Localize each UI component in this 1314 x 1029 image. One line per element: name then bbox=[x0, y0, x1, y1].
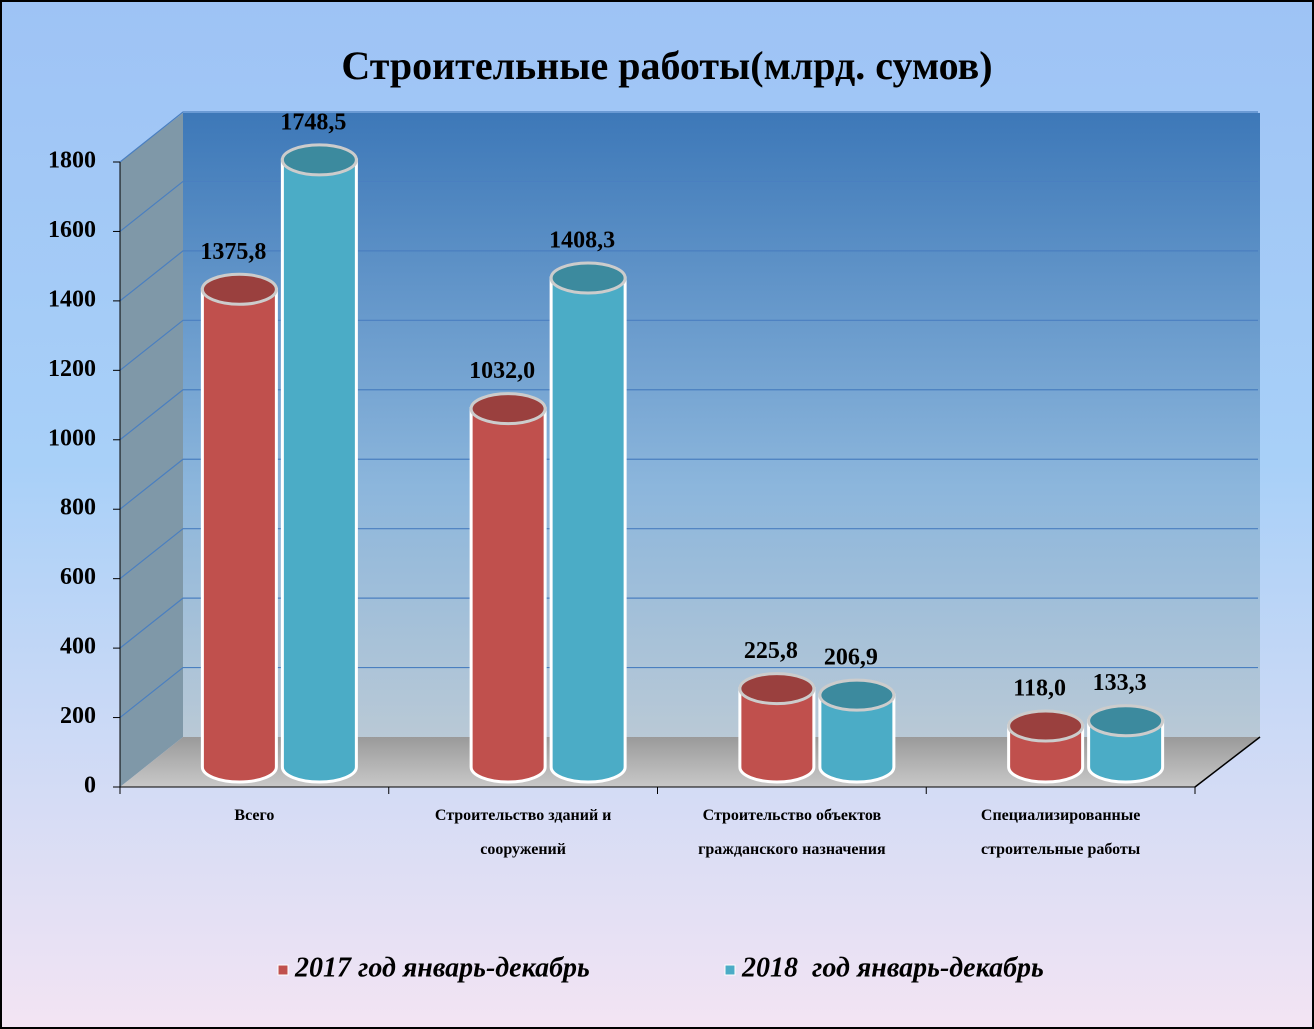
bar bbox=[280, 143, 358, 784]
floor-edge bbox=[1194, 736, 1261, 788]
value-label: 206,9 bbox=[824, 645, 878, 671]
legend-swatch bbox=[277, 964, 289, 976]
grid-line bbox=[119, 250, 1258, 302]
bar-top bbox=[200, 272, 278, 306]
bar-body bbox=[280, 158, 358, 784]
grid-line bbox=[119, 180, 1258, 232]
bar bbox=[738, 672, 816, 784]
bar-body bbox=[738, 687, 816, 784]
value-label: 133,3 bbox=[1093, 670, 1147, 696]
y-tick-label: 1200 bbox=[48, 356, 96, 382]
y-tick-label: 200 bbox=[60, 703, 96, 729]
x-tick-label-box: Строительство объектов гражданского назн… bbox=[698, 807, 886, 858]
bar-body bbox=[200, 287, 278, 784]
bar-body bbox=[549, 276, 627, 784]
y-tick-label: 600 bbox=[60, 564, 96, 590]
grid-line bbox=[119, 528, 1258, 580]
y-tick-label: 0 bbox=[84, 773, 96, 799]
x-tick-label: Строительство объектов гражданского назн… bbox=[698, 807, 886, 858]
x-tick-label-box: Всего bbox=[234, 807, 275, 824]
x-tick-label-box: Специализированные строительные работы bbox=[980, 807, 1141, 858]
x-tick-label: Всего bbox=[234, 807, 275, 824]
value-label: 1408,3 bbox=[549, 228, 615, 254]
y-tick-label: 1000 bbox=[48, 425, 96, 451]
bar-body bbox=[469, 407, 547, 784]
bar-top bbox=[1007, 709, 1085, 743]
legend-label: 2018 год январь-декабрь bbox=[741, 952, 1044, 983]
y-tick-label: 800 bbox=[60, 495, 96, 521]
bar-top bbox=[280, 143, 358, 177]
y-tick-label: 400 bbox=[60, 634, 96, 660]
side-wall bbox=[120, 113, 183, 787]
y-tick-label: 1800 bbox=[48, 148, 96, 174]
bar bbox=[200, 272, 278, 784]
grid-line bbox=[119, 597, 1258, 649]
bar-top bbox=[738, 672, 816, 706]
value-label: 118,0 bbox=[1013, 676, 1066, 702]
y-tick-label: 1600 bbox=[48, 217, 96, 243]
bar-body bbox=[818, 693, 896, 784]
grid-line bbox=[119, 319, 1258, 371]
bar bbox=[1087, 704, 1165, 784]
bar bbox=[1007, 709, 1085, 784]
value-label: 1375,8 bbox=[200, 239, 266, 265]
chart-title: Строительные работы(млрд. сумов) bbox=[341, 43, 992, 88]
bar-top bbox=[1087, 704, 1165, 738]
y-tick-label: 1400 bbox=[48, 286, 96, 312]
bar bbox=[549, 261, 627, 784]
grid-line bbox=[119, 389, 1258, 441]
value-label: 1748,5 bbox=[280, 109, 346, 135]
x-tick-label: Строительство зданий и сооружений bbox=[434, 807, 612, 858]
x-tick-label-box: Строительство зданий и сооружений bbox=[434, 807, 612, 858]
grid-line bbox=[119, 666, 1258, 719]
value-label: 1032,0 bbox=[469, 358, 535, 384]
bar-top bbox=[549, 261, 627, 295]
bar bbox=[469, 392, 547, 784]
bar-body bbox=[1087, 719, 1165, 784]
legend-swatch bbox=[724, 964, 736, 976]
bar bbox=[818, 678, 896, 784]
grid-line bbox=[119, 458, 1258, 510]
value-label: 225,8 bbox=[744, 638, 798, 664]
bar-top bbox=[818, 678, 896, 712]
bar-top bbox=[469, 392, 547, 426]
x-tick-label: Специализированные строительные работы bbox=[980, 807, 1141, 858]
back-wall bbox=[183, 113, 1260, 737]
floor bbox=[120, 737, 1260, 787]
grid-line bbox=[119, 111, 1258, 163]
legend-label: 2017 год январь-декабрь bbox=[294, 952, 590, 983]
